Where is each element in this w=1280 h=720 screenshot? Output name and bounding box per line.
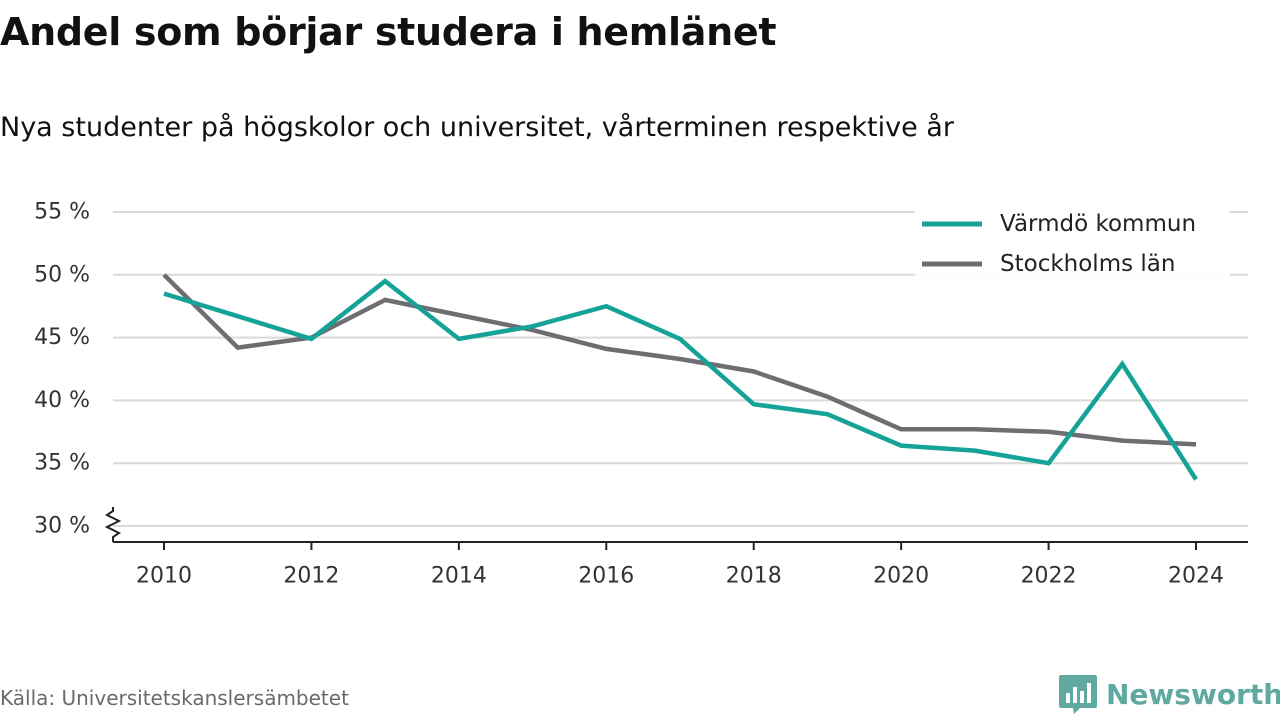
x-tick-label: 2018 — [726, 564, 782, 589]
y-tick-label: 30 % — [34, 514, 90, 539]
chart-title: Andel som börjar studera i hemlänet — [0, 10, 777, 54]
brand-name: Newsworthy — [1106, 677, 1280, 711]
legend-label: Värmdö kommun — [1000, 211, 1196, 237]
x-tick-label: 2016 — [578, 564, 634, 589]
y-tick-label: 55 % — [34, 200, 90, 225]
x-tick-label: 2024 — [1168, 564, 1224, 589]
series-line — [163, 278, 1198, 481]
series-lines — [162, 273, 1198, 481]
y-tick-label: 45 % — [34, 325, 90, 350]
y-tick-label: 50 % — [34, 262, 90, 287]
source-note: Källa: Universitetskanslersämbetet — [0, 686, 349, 710]
zigzag-axis-break-icon — [104, 507, 122, 542]
brand-logo[interactable]: Newsworthy — [1058, 672, 1280, 716]
axis-break-zigzag — [104, 507, 122, 542]
x-axis — [113, 541, 1248, 550]
y-tick-label: 35 % — [34, 451, 90, 476]
x-tick-label: 2022 — [1021, 564, 1077, 589]
x-tick-label: 2010 — [136, 564, 192, 589]
legend: Värmdö kommun Stockholms län — [915, 205, 1230, 283]
series-line — [162, 273, 1197, 447]
chart-subtitle: Nya studenter på högskolor och universit… — [0, 112, 954, 143]
y-tick-label: 40 % — [34, 388, 90, 413]
bar-chart-speech-bubble-icon — [1059, 675, 1097, 714]
x-tick-label: 2012 — [283, 564, 339, 589]
legend-label: Stockholms län — [1000, 251, 1175, 277]
x-tick-label: 2020 — [873, 564, 929, 589]
x-tick-label: 2014 — [431, 564, 487, 589]
x-axis-tick-labels: 2010 2012 2014 2016 2018 2020 2022 2024 — [136, 564, 1224, 589]
y-axis-tick-labels: 30 % 35 % 40 % 45 % 50 % 55 % — [34, 200, 90, 539]
